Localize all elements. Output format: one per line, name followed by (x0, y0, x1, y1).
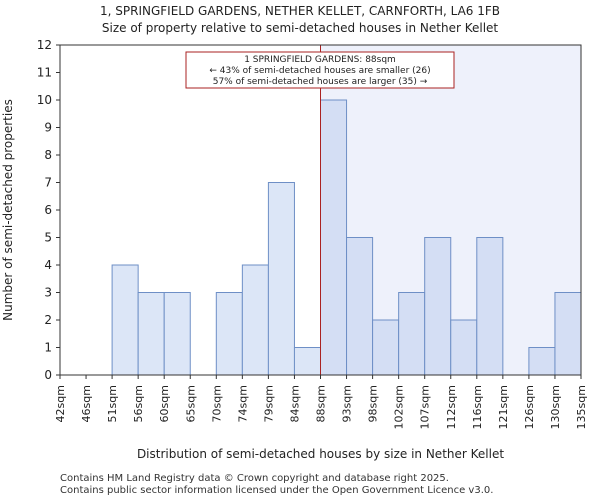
x-tick-label: 102sqm (393, 385, 406, 429)
y-tick-label: 5 (44, 231, 52, 245)
annotation-line-1: 1 SPRINGFIELD GARDENS: 88sqm (244, 55, 396, 65)
y-tick-label: 10 (37, 93, 52, 107)
y-tick-label: 12 (37, 38, 52, 52)
y-tick-label: 3 (44, 286, 52, 300)
histogram-bar (424, 237, 452, 376)
annotation-line-3: 57% of semi-detached houses are larger (… (213, 77, 428, 87)
histogram-bar (372, 319, 400, 376)
histogram-bar (241, 264, 269, 376)
histogram-bar (554, 292, 582, 376)
x-tick-label: 70sqm (210, 385, 223, 422)
x-tick-label: 56sqm (132, 385, 145, 422)
y-tick-label: 11 (37, 66, 52, 80)
histogram-bar (163, 292, 191, 376)
y-tick-label: 6 (44, 203, 52, 217)
x-axis-label: Distribution of semi-detached houses by … (137, 447, 504, 461)
x-tick-label: 46sqm (80, 385, 93, 422)
x-tick-label: 112sqm (445, 385, 458, 429)
x-tick-label: 42sqm (54, 385, 67, 422)
histogram-bar (293, 347, 322, 376)
footer-line-2: Contains public sector information licen… (60, 485, 494, 496)
y-tick-label: 1 (44, 341, 52, 355)
histogram-bar (267, 182, 295, 376)
x-tick-label: 121sqm (497, 385, 510, 429)
x-tick-label: 98sqm (367, 385, 380, 422)
y-tick-label: 7 (44, 176, 52, 190)
x-tick-label: 135sqm (575, 385, 588, 429)
annotation-line-2: ← 43% of semi-detached houses are smalle… (209, 66, 430, 76)
y-tick-label: 8 (44, 148, 52, 162)
y-tick-label: 4 (44, 258, 52, 272)
histogram-bar (346, 237, 374, 376)
annotation-box: 1 SPRINGFIELD GARDENS: 88sqm ← 43% of se… (185, 51, 455, 89)
x-tick-label: 88sqm (315, 385, 328, 422)
x-tick-label: 65sqm (184, 385, 197, 422)
footer-line-1: Contains HM Land Registry data © Crown c… (60, 473, 449, 484)
x-tick-label: 84sqm (288, 385, 301, 422)
x-tick-label: 93sqm (341, 385, 354, 422)
histogram-bar (398, 292, 426, 376)
x-tick-label: 130sqm (549, 385, 562, 429)
histogram-bar (215, 292, 243, 376)
x-tick-label: 74sqm (236, 385, 249, 422)
x-tick-label: 79sqm (262, 385, 275, 422)
histogram-bar (450, 319, 478, 376)
x-tick-label: 51sqm (106, 385, 119, 422)
histogram-bar (476, 237, 504, 376)
y-tick-label: 9 (44, 121, 52, 135)
histogram-bar (137, 292, 165, 376)
x-tick-label: 60sqm (158, 385, 171, 422)
x-tick-label: 116sqm (471, 385, 484, 429)
x-tick-label: 126sqm (523, 385, 536, 429)
histogram-bar (111, 264, 139, 376)
histogram-bar (528, 347, 556, 376)
y-axis-label: Number of semi-detached properties (1, 99, 15, 321)
chart-subtitle: Size of property relative to semi-detach… (101, 21, 499, 35)
y-tick-label: 2 (44, 313, 52, 327)
x-tick-label: 107sqm (419, 385, 432, 429)
chart-title: 1, SPRINGFIELD GARDENS, NETHER KELLET, C… (99, 4, 501, 18)
y-tick-label: 0 (44, 368, 52, 382)
histogram-bar (320, 99, 348, 376)
